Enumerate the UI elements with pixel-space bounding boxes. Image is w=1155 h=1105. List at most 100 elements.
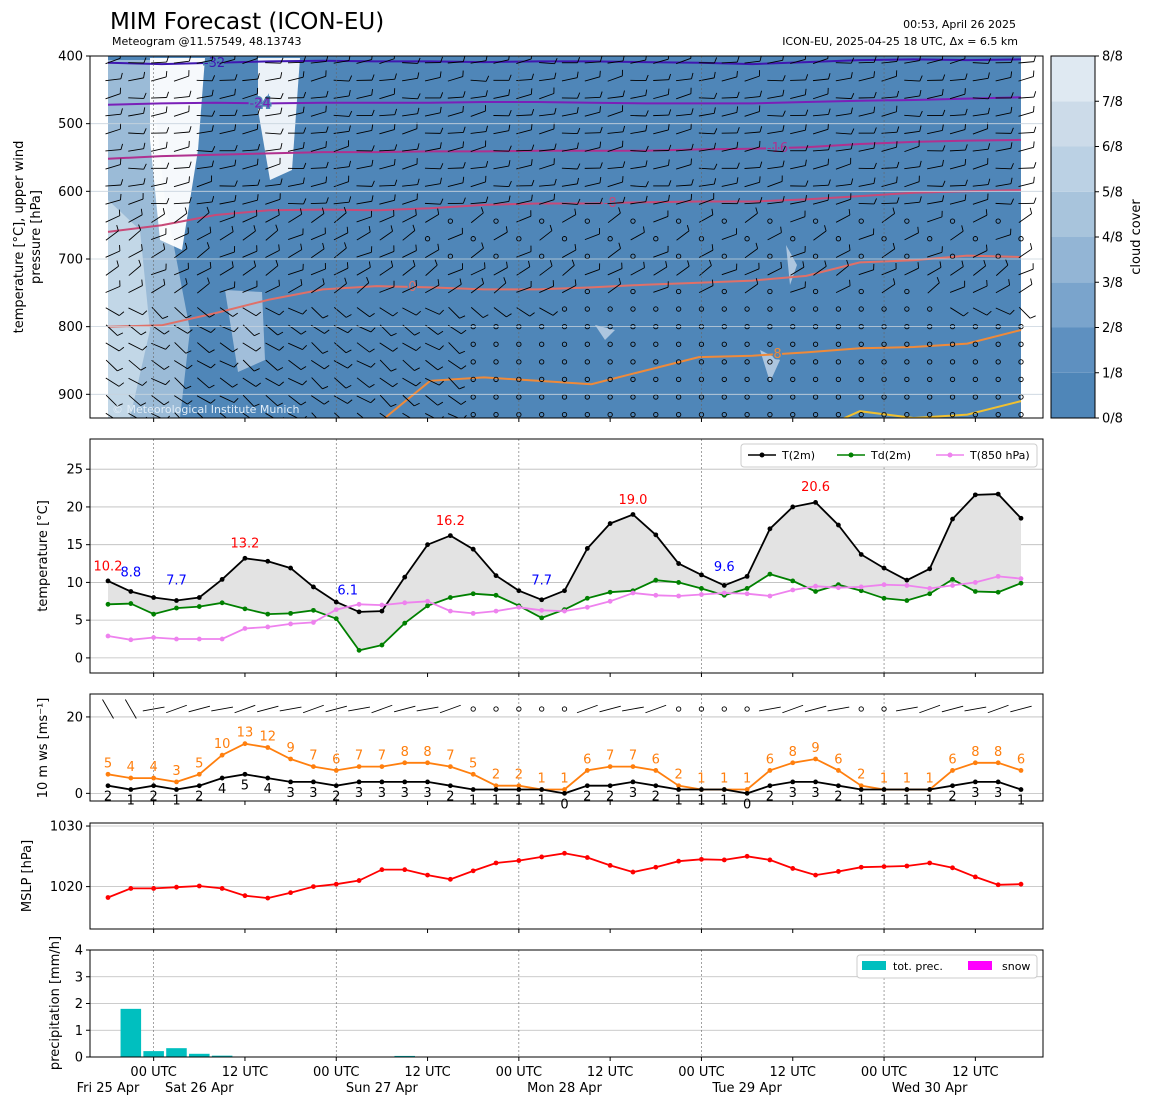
td2m-line-point	[105, 601, 111, 607]
wind-barb	[744, 75, 760, 82]
wind-barb	[310, 131, 327, 134]
wind-barb	[402, 199, 418, 205]
wind-barb	[333, 201, 350, 205]
wind-barb-feather	[394, 73, 397, 80]
wind-barb	[653, 79, 669, 81]
wind-barb-feather	[189, 161, 192, 168]
t2m-line-point	[516, 588, 522, 594]
wind-barb	[196, 181, 212, 188]
wind-barb-feather	[459, 350, 466, 355]
day-label: Sat 26 Apr	[165, 1081, 234, 1096]
gust-point	[470, 771, 476, 777]
wind-barb	[265, 183, 281, 187]
t2m-line-point	[356, 609, 362, 615]
calm-wind-marker	[584, 218, 590, 224]
t2m-line-point	[562, 588, 567, 594]
wind-barb	[219, 360, 235, 368]
wind-barb	[972, 62, 989, 64]
day-label: Wed 30 Apr	[892, 1081, 968, 1096]
wind-barb-feather	[143, 128, 147, 134]
time-tick-label: 12 UTC	[404, 1065, 450, 1080]
mslp-point	[196, 883, 202, 889]
wind-barb-feather	[503, 277, 507, 284]
wind-barb	[470, 166, 487, 170]
td2m-line-point	[858, 588, 864, 594]
wind-barb-feather	[415, 209, 417, 216]
calm-wind-marker	[858, 218, 864, 224]
wind-barb	[128, 307, 143, 316]
wind-barb	[105, 215, 120, 223]
surface-wind-barb	[827, 706, 850, 712]
wind-barb-feather	[462, 197, 466, 204]
wind-barb-feather	[780, 261, 782, 269]
wind-barb-feather	[936, 277, 940, 283]
wind-barb-feather	[893, 278, 896, 285]
calm-wind-marker	[790, 306, 796, 312]
wind-barb-feather	[140, 402, 147, 406]
colorbar-segment	[1051, 101, 1095, 147]
wind-barb-feather	[1010, 142, 1013, 149]
wind-barb-feather	[324, 365, 330, 370]
surface-wind-barb	[1010, 705, 1032, 713]
wind-barb-feather	[782, 75, 786, 81]
calm-wind-marker	[539, 218, 545, 224]
gust-value-label: 8	[401, 745, 409, 760]
wind-barb-feather	[417, 57, 421, 64]
wind-barb	[516, 114, 532, 117]
wind-speed-value-label: 2	[766, 790, 774, 805]
wind-barb	[173, 268, 189, 276]
wind-barb	[607, 131, 624, 134]
wind-barb-feather	[736, 106, 739, 113]
wind-barb	[1018, 284, 1033, 294]
wind-barb-feather	[322, 386, 329, 390]
wind-barb	[379, 149, 395, 152]
wind-speed-point	[219, 775, 225, 781]
wind-barb	[265, 113, 281, 117]
wind-barb	[1018, 111, 1034, 117]
wind-barb	[379, 230, 393, 241]
wind-barb-feather	[280, 178, 283, 185]
wind-barb	[242, 307, 257, 317]
wind-barb	[607, 95, 624, 99]
wind-barb-feather	[942, 195, 945, 202]
wind-barb-feather	[665, 261, 668, 268]
calm-wind-marker	[653, 376, 659, 383]
wind-barb-feather	[210, 363, 216, 369]
gust-value-label: 1	[697, 772, 705, 787]
wind-barb-feather	[736, 177, 739, 184]
td2m-line-point	[539, 615, 545, 621]
wind-barb-feather	[577, 127, 581, 134]
wind-barb-feather	[873, 71, 875, 78]
t850-line-point	[972, 580, 978, 585]
gust-point	[493, 783, 499, 789]
wind-barb	[219, 94, 235, 100]
gust-point	[836, 768, 841, 773]
wind-speed-point	[128, 787, 134, 792]
wind-barb	[790, 216, 806, 223]
gust-point	[744, 787, 750, 792]
wind-barb-feather	[668, 194, 670, 201]
wind-barb-feather	[369, 313, 375, 318]
wind-barb	[265, 62, 281, 64]
wind-barb-feather	[302, 309, 308, 315]
wind-barb	[242, 342, 257, 352]
calm-wind-marker	[653, 394, 659, 400]
calm-wind-marker	[607, 376, 613, 383]
wind-barb-feather	[804, 88, 807, 95]
wind-barb-feather	[987, 107, 990, 114]
wind-barb	[128, 167, 144, 170]
wind-barb	[311, 306, 324, 319]
mslp-point	[721, 857, 727, 863]
wind-barb	[105, 57, 121, 65]
calm-wind-marker	[561, 306, 568, 312]
wind-barb	[653, 129, 669, 135]
calm-wind-marker	[493, 359, 499, 365]
wind-barb-feather	[622, 196, 626, 203]
wind-barb-feather	[348, 75, 353, 82]
t2m-line-point	[790, 504, 796, 510]
wind-barb	[242, 286, 258, 293]
wind-barb-feather	[370, 327, 376, 333]
wind-barb-feather	[303, 91, 307, 98]
calm-wind-marker	[812, 253, 819, 259]
